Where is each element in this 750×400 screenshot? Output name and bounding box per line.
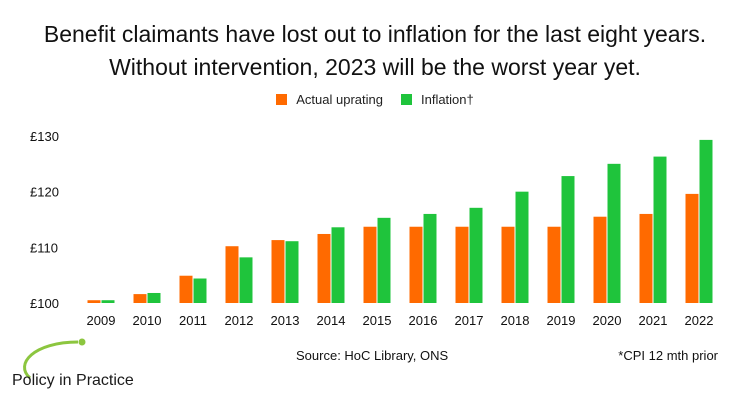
bar-actual-uprating bbox=[501, 226, 515, 303]
x-tick-label: 2019 bbox=[547, 313, 576, 328]
bar-inflation bbox=[193, 278, 207, 303]
x-tick-label: 2021 bbox=[639, 313, 668, 328]
x-tick-label: 2014 bbox=[317, 313, 346, 328]
bar-actual-uprating bbox=[685, 193, 699, 303]
legend-swatch-actual bbox=[276, 94, 288, 105]
x-tick-label: 2015 bbox=[363, 313, 392, 328]
bar-inflation bbox=[239, 257, 253, 303]
x-tick-label: 2009 bbox=[87, 313, 116, 328]
bar-inflation bbox=[469, 207, 483, 303]
x-tick-label: 2011 bbox=[179, 313, 207, 328]
legend-label-inflation: Inflation† bbox=[420, 92, 474, 107]
footnote: *CPI 12 mth prior bbox=[618, 348, 718, 363]
bar-actual-uprating bbox=[455, 226, 469, 303]
legend-label-actual: Actual uprating bbox=[296, 92, 383, 107]
bar-inflation bbox=[653, 156, 667, 303]
chart-legend: Actual uprating Inflation† bbox=[0, 92, 750, 107]
bar-actual-uprating bbox=[593, 216, 607, 303]
x-tick-label: 2020 bbox=[593, 313, 622, 328]
chart-title-line-2: Without intervention, 2023 will be the w… bbox=[109, 54, 641, 80]
bar-inflation bbox=[147, 292, 161, 303]
bar-inflation bbox=[285, 241, 299, 303]
bar-inflation bbox=[101, 300, 115, 303]
x-tick-label: 2012 bbox=[225, 313, 254, 328]
x-tick-label: 2017 bbox=[455, 313, 484, 328]
bar-inflation bbox=[331, 227, 345, 303]
legend-entry-actual: Actual uprating bbox=[276, 92, 383, 107]
legend-entry-inflation: Inflation† bbox=[400, 92, 474, 107]
x-tick-label: 2013 bbox=[271, 313, 300, 328]
chart-title-line-1: Benefit claimants have lost out to infla… bbox=[43, 21, 707, 47]
y-tick-label: £120 bbox=[30, 185, 59, 200]
policy-in-practice-logo-icon bbox=[23, 338, 86, 380]
source-note: Source: HoC Library, ONS bbox=[296, 348, 449, 363]
bar-actual-uprating bbox=[133, 294, 147, 303]
bar-actual-uprating bbox=[547, 226, 561, 303]
bar-inflation bbox=[561, 176, 575, 303]
bar-inflation bbox=[607, 163, 621, 303]
x-tick-label: 2016 bbox=[409, 313, 438, 328]
bar-actual-uprating bbox=[87, 300, 101, 303]
logo-text: Policy in Practice bbox=[12, 372, 134, 389]
legend-swatch-inflation bbox=[400, 94, 412, 105]
chart-title: Benefit claimants have lost out to infla… bbox=[0, 18, 750, 84]
x-tick-label: 2018 bbox=[501, 313, 530, 328]
bar-actual-uprating bbox=[409, 226, 423, 303]
bar-actual-uprating bbox=[225, 246, 239, 303]
y-tick-label: £100 bbox=[30, 296, 59, 311]
bar-actual-uprating bbox=[317, 233, 331, 303]
bar-actual-uprating bbox=[363, 226, 377, 303]
bar-inflation bbox=[699, 139, 713, 303]
y-tick-label: £110 bbox=[30, 240, 58, 255]
bar-actual-uprating bbox=[639, 213, 653, 303]
bar-actual-uprating bbox=[271, 240, 285, 303]
y-tick-label: £130 bbox=[30, 129, 59, 144]
bar-inflation bbox=[377, 217, 391, 303]
bar-actual-uprating bbox=[179, 275, 193, 303]
x-tick-label: 2010 bbox=[133, 313, 162, 328]
x-tick-label: 2022 bbox=[685, 313, 714, 328]
bar-inflation bbox=[515, 191, 529, 303]
bar-inflation bbox=[423, 213, 437, 303]
